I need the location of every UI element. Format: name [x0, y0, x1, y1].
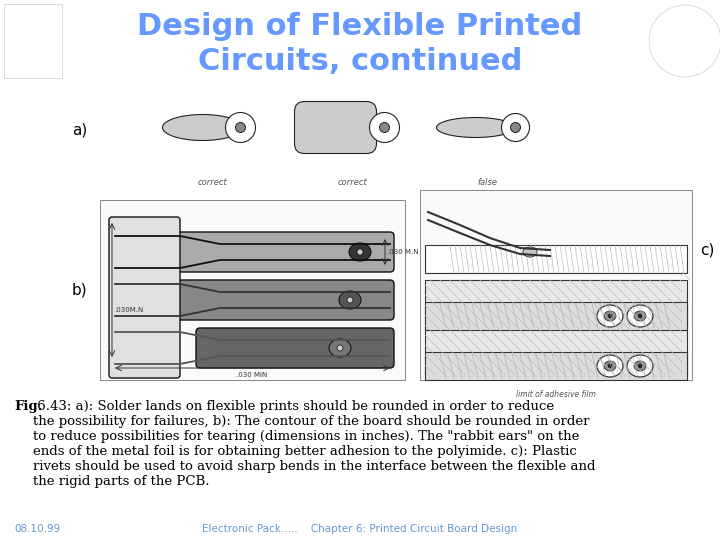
Bar — [425, 302, 687, 330]
Ellipse shape — [638, 364, 642, 368]
FancyBboxPatch shape — [109, 217, 180, 378]
Ellipse shape — [627, 355, 653, 377]
Ellipse shape — [608, 314, 612, 318]
Bar — [420, 190, 692, 380]
Text: Design of Flexible Printed
Circuits, continued: Design of Flexible Printed Circuits, con… — [138, 12, 582, 76]
Text: false: false — [477, 178, 498, 187]
Text: 6.43: a): Solder lands on flexible prints should be rounded in order to reduce
t: 6.43: a): Solder lands on flexible print… — [33, 400, 595, 488]
Text: .030M.N: .030M.N — [114, 307, 143, 313]
Ellipse shape — [597, 355, 623, 377]
Ellipse shape — [638, 314, 642, 318]
Text: .030 M.N: .030 M.N — [387, 249, 418, 255]
Bar — [425, 280, 687, 375]
Ellipse shape — [347, 297, 353, 303]
Text: Electronic Pack.....    Chapter 6: Printed Circuit Board Design: Electronic Pack..... Chapter 6: Printed … — [202, 524, 518, 534]
Ellipse shape — [608, 364, 612, 368]
Ellipse shape — [597, 305, 623, 327]
FancyBboxPatch shape — [294, 102, 377, 153]
Ellipse shape — [436, 118, 515, 138]
Ellipse shape — [379, 123, 390, 132]
FancyBboxPatch shape — [196, 328, 394, 368]
Ellipse shape — [357, 249, 363, 255]
Ellipse shape — [337, 345, 343, 351]
Bar — [425, 245, 687, 273]
Ellipse shape — [339, 291, 361, 309]
Text: Fig.: Fig. — [14, 400, 42, 413]
Ellipse shape — [163, 114, 243, 140]
FancyBboxPatch shape — [156, 232, 394, 272]
Text: a): a) — [72, 123, 87, 138]
Text: b): b) — [72, 282, 88, 298]
Bar — [425, 352, 687, 380]
Ellipse shape — [502, 113, 529, 141]
Ellipse shape — [510, 123, 521, 132]
Bar — [100, 200, 405, 380]
Ellipse shape — [329, 339, 351, 357]
Text: limit of adhesive film: limit of adhesive film — [516, 390, 596, 399]
Text: correct: correct — [197, 178, 228, 187]
Ellipse shape — [634, 311, 646, 321]
Ellipse shape — [604, 311, 616, 321]
FancyBboxPatch shape — [176, 280, 394, 320]
Text: .030 MIN: .030 MIN — [236, 372, 268, 378]
Text: correct: correct — [338, 178, 367, 187]
Ellipse shape — [369, 112, 400, 143]
Ellipse shape — [349, 243, 371, 261]
Ellipse shape — [634, 361, 646, 371]
Text: 08.10.99: 08.10.99 — [14, 524, 60, 534]
Bar — [4, 4, 62, 78]
Ellipse shape — [604, 361, 616, 371]
Ellipse shape — [235, 123, 246, 132]
Text: c): c) — [700, 242, 714, 258]
Ellipse shape — [523, 247, 537, 257]
Ellipse shape — [627, 305, 653, 327]
Ellipse shape — [225, 112, 256, 143]
